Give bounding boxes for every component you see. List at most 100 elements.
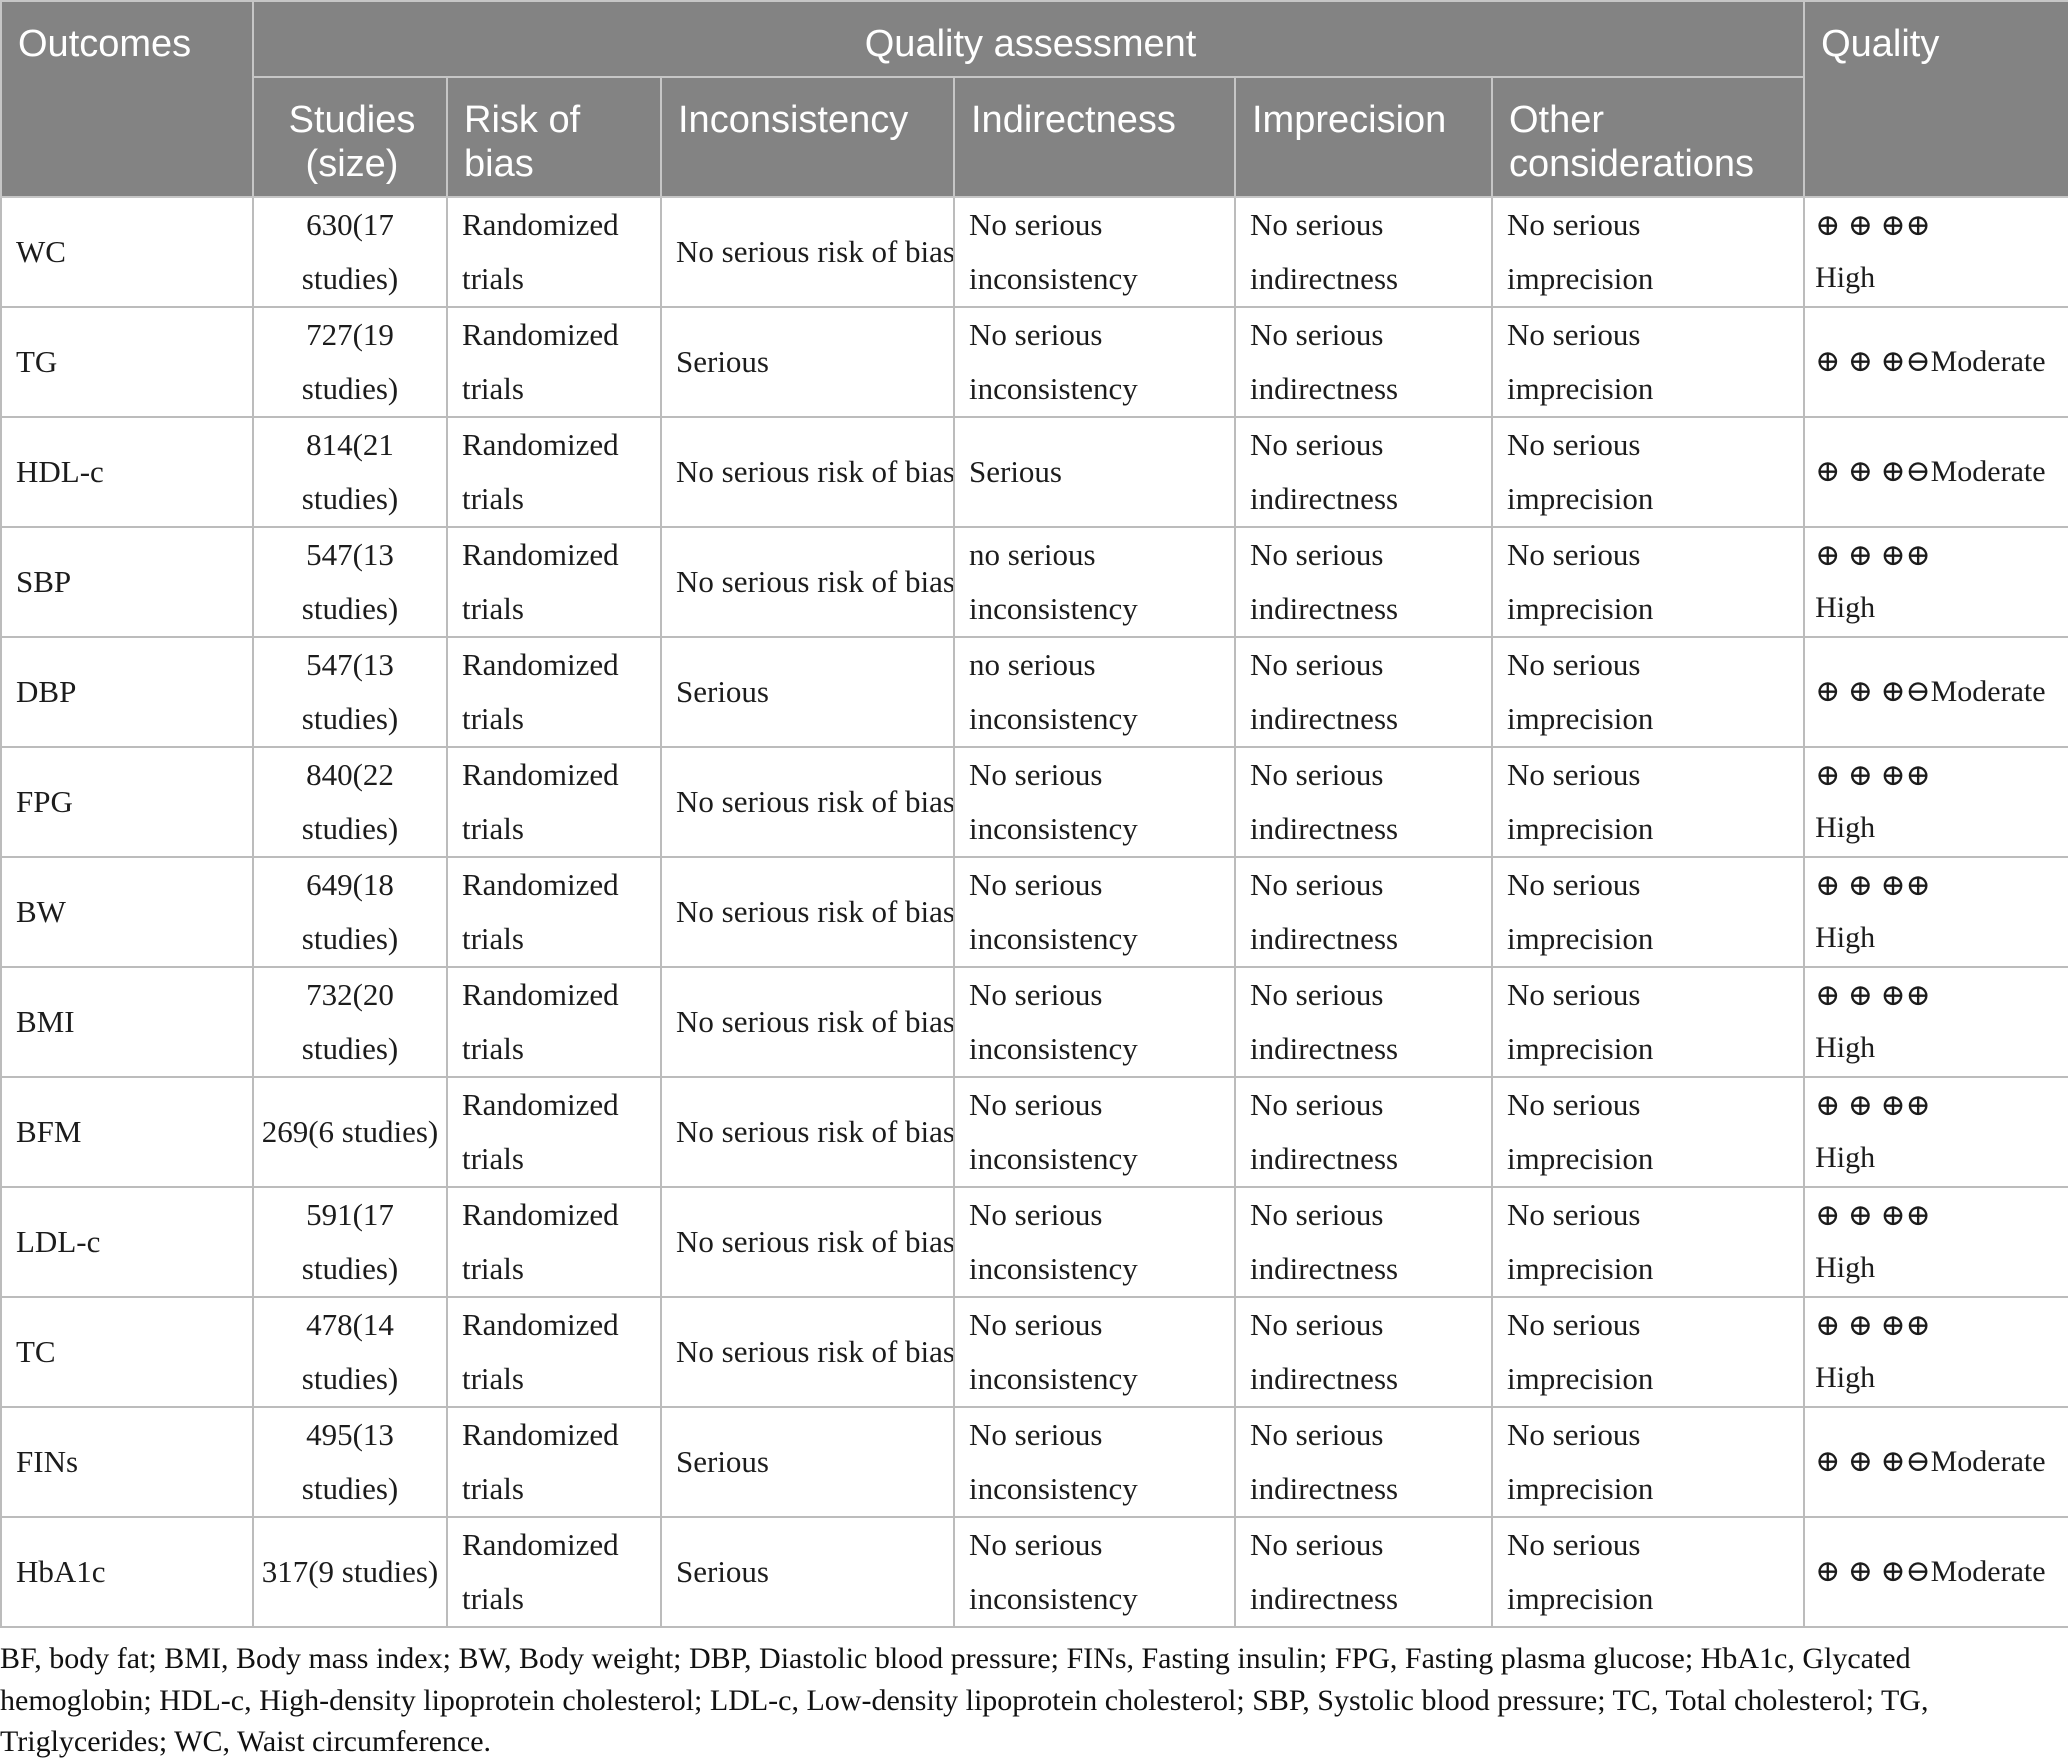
outcome-cell: DBP [0,636,254,749]
quality-cell: ⊕ ⊕ ⊕⊕ High [1803,966,2068,1079]
other-considerations-cell: No serious imprecision [1490,1516,1806,1629]
other-considerations-cell: No serious imprecision [1490,1296,1806,1409]
risk-of-bias-cell: Randomized trials [446,966,662,1079]
imprecision-cell: No serious indirectness [1234,196,1493,309]
risk-of-bias-cell: Randomized trials [446,1076,662,1189]
studies-cell: 840(22 studies) [252,746,448,859]
other-considerations-cell: No serious imprecision [1490,1406,1806,1519]
risk-of-bias-cell: Randomized trials [446,306,662,419]
indirectness-cell: No serious inconsistency [953,746,1236,859]
studies-cell: 649(18 studies) [252,856,448,969]
header-quality: Quality [1803,0,2068,199]
indirectness-cell: No serious inconsistency [953,1076,1236,1189]
quality-cell: ⊕ ⊕ ⊕⊕ High [1803,196,2068,309]
risk-of-bias-cell: Randomized trials [446,526,662,639]
risk-of-bias-cell: Randomized trials [446,1296,662,1409]
table-row-bmi: BMI 732(20 studies) Randomized trials No… [0,966,2068,1079]
outcome-cell: BFM [0,1076,254,1189]
indirectness-cell: No serious inconsistency [953,856,1236,969]
quality-cell: ⊕ ⊕ ⊕⊖Moderate [1803,416,2068,529]
table-row-tg: TG 727(19 studies) Randomized trials Ser… [0,306,2068,419]
studies-cell: 591(17 studies) [252,1186,448,1299]
outcome-cell: LDL-c [0,1186,254,1299]
inconsistency-cell: Serious [660,636,955,749]
studies-cell: 547(13 studies) [252,526,448,639]
studies-cell: 269(6 studies) [252,1076,448,1189]
other-considerations-cell: No serious imprecision [1490,966,1806,1079]
outcome-cell: TC [0,1296,254,1409]
indirectness-cell: No serious inconsistency [953,966,1236,1079]
quality-cell: ⊕ ⊕ ⊕⊕ High [1803,1296,2068,1409]
header-imprecision: Imprecision [1234,76,1493,199]
indirectness-cell: no serious inconsistency [953,526,1236,639]
outcome-cell: TG [0,306,254,419]
table-row-dbp: DBP 547(13 studies) Randomized trials Se… [0,636,2068,749]
other-considerations-cell: No serious imprecision [1490,196,1806,309]
studies-cell: 630(17 studies) [252,196,448,309]
quality-cell: ⊕ ⊕ ⊕⊕ High [1803,526,2068,639]
other-considerations-cell: No serious imprecision [1490,526,1806,639]
inconsistency-cell: No serious risk of bias [660,196,955,309]
inconsistency-cell: No serious risk of bias [660,1296,955,1409]
quality-cell: ⊕ ⊕ ⊕⊖Moderate [1803,1406,2068,1519]
quality-cell: ⊕ ⊕ ⊕⊖Moderate [1803,636,2068,749]
outcome-cell: HDL-c [0,416,254,529]
risk-of-bias-cell: Randomized trials [446,1406,662,1519]
imprecision-cell: No serious indirectness [1234,1406,1493,1519]
outcome-cell: BW [0,856,254,969]
indirectness-cell: No serious inconsistency [953,1296,1236,1409]
quality-cell: ⊕ ⊕ ⊕⊕ High [1803,856,2068,969]
studies-cell: 727(19 studies) [252,306,448,419]
inconsistency-cell: No serious risk of bias [660,966,955,1079]
header-risk-of-bias: Risk of bias [446,76,662,199]
imprecision-cell: No serious indirectness [1234,1076,1493,1189]
other-considerations-cell: No serious imprecision [1490,1186,1806,1299]
indirectness-cell: No serious inconsistency [953,1186,1236,1299]
quality-cell: ⊕ ⊕ ⊕⊕ High [1803,746,2068,859]
grade-quality-table: Outcomes Quality assessment Quality Stud… [0,0,2068,1629]
other-considerations-cell: No serious imprecision [1490,636,1806,749]
inconsistency-cell: No serious risk of bias [660,856,955,969]
header-outcomes: Outcomes [0,0,254,199]
header-indirectness: Indirectness [953,76,1236,199]
studies-cell: 478(14 studies) [252,1296,448,1409]
quality-cell: ⊕ ⊕ ⊕⊕ High [1803,1076,2068,1189]
imprecision-cell: No serious indirectness [1234,746,1493,859]
table-row-sbp: SBP 547(13 studies) Randomized trials No… [0,526,2068,639]
risk-of-bias-cell: Randomized trials [446,1186,662,1299]
outcome-cell: FINs [0,1406,254,1519]
indirectness-cell: No serious inconsistency [953,1516,1236,1629]
inconsistency-cell: No serious risk of bias [660,1076,955,1189]
other-considerations-cell: No serious imprecision [1490,746,1806,859]
inconsistency-cell: No serious risk of bias [660,526,955,639]
abbreviations-footnote: BF, body fat; BMI, Body mass index; BW, … [0,1642,1929,1759]
table-row-tc: TC 478(14 studies) Randomized trials No … [0,1296,2068,1409]
inconsistency-cell: Serious [660,1516,955,1629]
indirectness-cell: No serious inconsistency [953,1406,1236,1519]
other-considerations-cell: No serious imprecision [1490,1076,1806,1189]
indirectness-cell: no serious inconsistency [953,636,1236,749]
header-row-sub: Studies (size) Risk of bias Inconsistenc… [1,76,2068,199]
header-studies-size: Studies (size) [252,76,448,199]
header-row-top: Outcomes Quality assessment Quality [0,0,2068,199]
imprecision-cell: No serious indirectness [1234,416,1493,529]
risk-of-bias-cell: Randomized trials [446,1516,662,1629]
table-row-fpg: FPG 840(22 studies) Randomized trials No… [0,746,2068,859]
header-inconsistency: Inconsistency [660,76,955,199]
outcome-cell: WC [0,196,254,309]
studies-cell: 547(13 studies) [252,636,448,749]
imprecision-cell: No serious indirectness [1234,856,1493,969]
imprecision-cell: No serious indirectness [1234,526,1493,639]
table-row-wc: WC 630(17 studies) Randomized trials No … [0,196,2068,309]
outcome-cell: HbA1c [0,1516,254,1629]
imprecision-cell: No serious indirectness [1234,966,1493,1079]
table-row-hdl-c: HDL-c 814(21 studies) Randomized trials … [0,416,2068,529]
risk-of-bias-cell: Randomized trials [446,636,662,749]
other-considerations-cell: No serious imprecision [1490,306,1806,419]
imprecision-cell: No serious indirectness [1234,636,1493,749]
risk-of-bias-cell: Randomized trials [446,746,662,859]
inconsistency-cell: Serious [660,1406,955,1519]
inconsistency-cell: No serious risk of bias [660,416,955,529]
table-row-bw: BW 649(18 studies) Randomized trials No … [0,856,2068,969]
inconsistency-cell: No serious risk of bias [660,746,955,859]
